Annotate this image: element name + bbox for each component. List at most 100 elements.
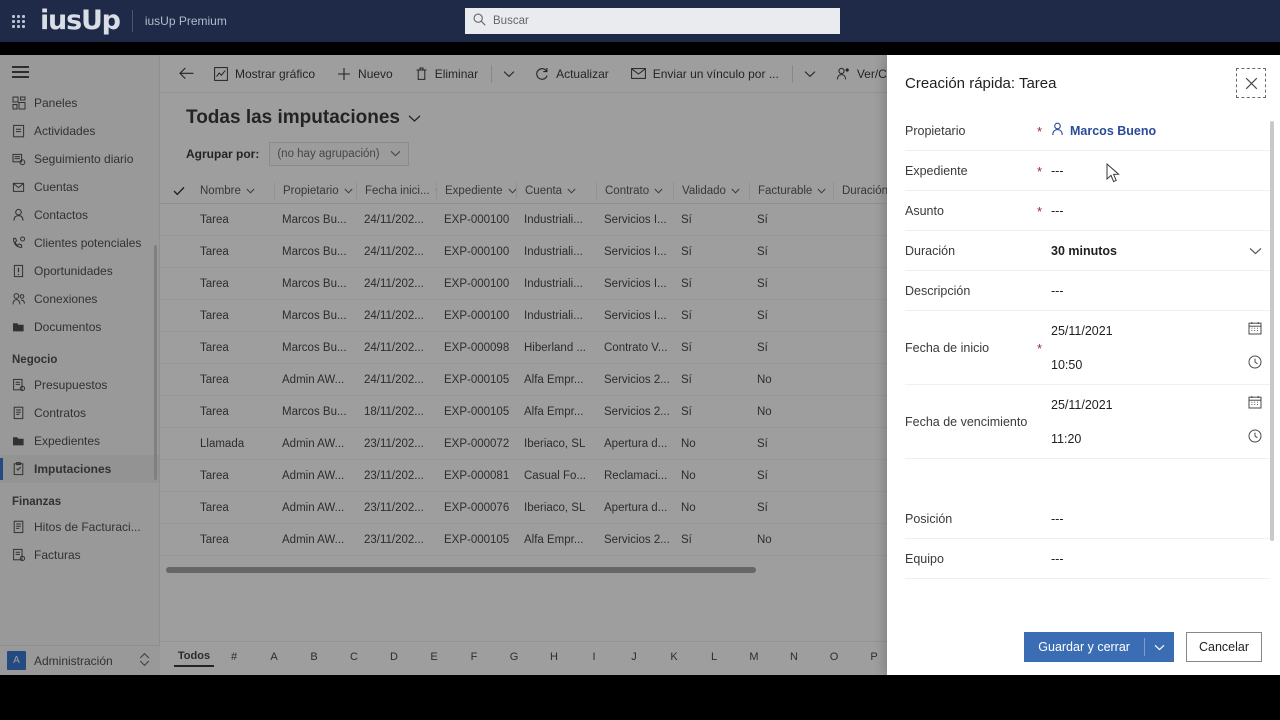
sidebar-item-expedientes[interactable]: Expedientes <box>0 427 159 455</box>
clock-icon[interactable] <box>1248 355 1270 374</box>
alpha-filter-item[interactable]: G <box>509 651 519 663</box>
column-header[interactable]: Expediente <box>436 182 516 199</box>
field-input[interactable]: --- <box>1051 512 1270 526</box>
waffle-grid-icon[interactable] <box>0 0 36 42</box>
command-overflow-1[interactable] <box>494 58 524 90</box>
table-row[interactable]: Tarea Marcos Bu... 24/11/202... EXP-000100 I… <box>160 236 1280 268</box>
alpha-filter-item[interactable]: B <box>310 651 318 663</box>
alpha-filter-item[interactable]: M <box>749 651 759 663</box>
alpha-filter-item[interactable]: D <box>390 651 398 663</box>
command-label: Actualizar <box>556 66 609 81</box>
sidebar-item-clientes-potenciales[interactable]: Clientes potenciales <box>0 229 159 257</box>
back-button[interactable] <box>170 58 203 90</box>
calendar-icon[interactable] <box>1248 321 1270 340</box>
alpha-filter-item[interactable]: L <box>710 651 718 663</box>
hamburger-icon[interactable] <box>0 55 159 89</box>
alpha-filter-item[interactable]: A <box>270 651 278 663</box>
alpha-filter-item[interactable]: C <box>350 651 358 663</box>
chevron-up-down-icon[interactable] <box>139 652 150 670</box>
scroll-thumb[interactable] <box>166 567 756 573</box>
cell-propietario: Admin AW... <box>282 469 345 482</box>
table-row[interactable]: Tarea Admin AW... 23/11/202... EXP-000105 Al… <box>160 524 1280 556</box>
command-mostrar-grafico[interactable]: Mostrar gráfico <box>203 58 326 90</box>
field-input[interactable]: --- <box>1051 164 1270 178</box>
field-input[interactable]: Marcos Bueno <box>1051 122 1270 139</box>
time-input[interactable]: 10:50 <box>1051 348 1270 382</box>
alpha-filter-item[interactable]: # <box>230 651 238 663</box>
time-value: 10:50 <box>1051 357 1083 372</box>
command-overflow-2[interactable] <box>795 58 825 90</box>
sidebar-item-imputaciones[interactable]: Imputaciones <box>0 455 159 483</box>
view-selector[interactable]: Todas las imputaciones <box>186 107 421 129</box>
cell-fecha: 23/11/202... <box>364 533 424 546</box>
command-nuevo[interactable]: Nuevo <box>326 58 404 90</box>
alpha-filter-item[interactable]: K <box>670 651 678 663</box>
table-row[interactable]: Tarea Admin AW... 23/11/202... EXP-000076 Ib… <box>160 492 1280 524</box>
sidebar-area-switcher[interactable]: A Administración <box>0 645 160 675</box>
table-row[interactable]: Tarea Marcos Bu... 24/11/202... EXP-000100 I… <box>160 204 1280 236</box>
column-header[interactable]: Nombre <box>192 182 274 199</box>
sidebar-item-documentos[interactable]: Documentos <box>0 313 159 341</box>
panel-scrollbar[interactable] <box>1270 121 1274 541</box>
date-value: 25/11/2021 <box>1051 397 1113 412</box>
table-row[interactable]: Tarea Admin AW... 24/11/202... EXP-000105 Al… <box>160 364 1280 396</box>
alpha-filter-item[interactable]: N <box>790 651 798 663</box>
sidebar-item-seguimiento-diario[interactable]: Seguimiento diario <box>0 145 159 173</box>
chevron-down-icon[interactable] <box>1145 644 1174 651</box>
table-row[interactable]: Llamada Admin AW... 23/11/202... EXP-000072… <box>160 428 1280 460</box>
field-input[interactable]: --- <box>1051 204 1270 218</box>
chevron-down-icon[interactable] <box>1249 242 1270 260</box>
sidebar-item-contratos[interactable]: Contratos <box>0 399 159 427</box>
group-by-select[interactable]: (no hay agrupación) <box>269 142 410 166</box>
cancel-button[interactable]: Cancelar <box>1185 632 1262 662</box>
field-input[interactable]: --- <box>1051 552 1270 566</box>
column-header-label: Expediente <box>445 184 503 197</box>
alpha-filter-item[interactable]: H <box>550 651 558 663</box>
date-input[interactable]: 25/11/2021 <box>1051 388 1270 422</box>
column-header[interactable]: Contrato <box>596 182 673 199</box>
alpha-filter-item[interactable]: P <box>870 651 878 663</box>
table-row[interactable]: Tarea Admin AW... 23/11/202... EXP-000081 Ca… <box>160 460 1280 492</box>
time-input[interactable]: 11:20 <box>1051 422 1270 456</box>
sidebar-item-actividades[interactable]: Actividades <box>0 117 159 145</box>
date-input[interactable]: 25/11/2021 <box>1051 314 1270 348</box>
search-icon <box>473 13 486 29</box>
search-input[interactable]: Buscar <box>465 8 840 34</box>
column-header[interactable]: Validado <box>673 182 749 199</box>
column-header[interactable]: Fecha inici... <box>356 182 436 199</box>
column-header[interactable]: Facturable <box>749 182 833 199</box>
alpha-filter-item[interactable]: I <box>592 651 596 663</box>
table-row[interactable]: Tarea Marcos Bu... 24/11/202... EXP-000098 H… <box>160 332 1280 364</box>
sidebar-item-cuentas[interactable]: Cuentas <box>0 173 159 201</box>
close-icon[interactable] <box>1236 68 1266 98</box>
calendar-icon[interactable] <box>1248 395 1270 414</box>
field-input[interactable]: 30 minutos <box>1051 244 1249 258</box>
sidebar-item-conexiones[interactable]: Conexiones <box>0 285 159 313</box>
alpha-filter-item[interactable]: F <box>470 651 478 663</box>
alpha-filter-item[interactable]: O <box>829 651 839 663</box>
sidebar-item-facturas[interactable]: Facturas <box>0 541 159 569</box>
brand-logo[interactable]: iusUp <box>40 5 121 36</box>
command-enviar-vinculo[interactable]: Enviar un vínculo por ... <box>620 58 790 90</box>
table-row[interactable]: Tarea Marcos Bu... 24/11/202... EXP-000100 I… <box>160 300 1280 332</box>
save-and-close-button[interactable]: Guardar y cerrar <box>1024 632 1174 662</box>
column-header[interactable]: Propietario <box>274 182 356 199</box>
clock-icon[interactable] <box>1248 429 1270 448</box>
sidebar-scrollbar[interactable] <box>154 245 157 480</box>
table-row[interactable]: Tarea Marcos Bu... 24/11/202... EXP-000100 I… <box>160 268 1280 300</box>
alpha-filter-item[interactable]: E <box>430 651 438 663</box>
sidebar-item-paneles[interactable]: Paneles <box>0 89 159 117</box>
command-eliminar[interactable]: Eliminar <box>404 58 489 90</box>
select-all-checkbox[interactable] <box>166 186 192 196</box>
field-input[interactable]: --- <box>1051 284 1270 298</box>
table-row[interactable]: Tarea Marcos Bu... 18/11/202... EXP-000105 A… <box>160 396 1280 428</box>
sidebar-item-hitos-de-facturaci[interactable]: Hitos de Facturaci... <box>0 513 159 541</box>
alpha-filter-item[interactable]: Todos <box>174 650 214 667</box>
alpha-filter-item[interactable]: J <box>631 651 637 663</box>
command-actualizar[interactable]: Actualizar <box>524 58 620 90</box>
sidebar-item-contactos[interactable]: Contactos <box>0 201 159 229</box>
sidebar-item-oportunidades[interactable]: Oportunidades <box>0 257 159 285</box>
column-header[interactable]: Cuenta <box>516 182 596 199</box>
sidebar-item-presupuestos[interactable]: Presupuestos <box>0 371 159 399</box>
scroll-track[interactable] <box>166 566 1268 574</box>
